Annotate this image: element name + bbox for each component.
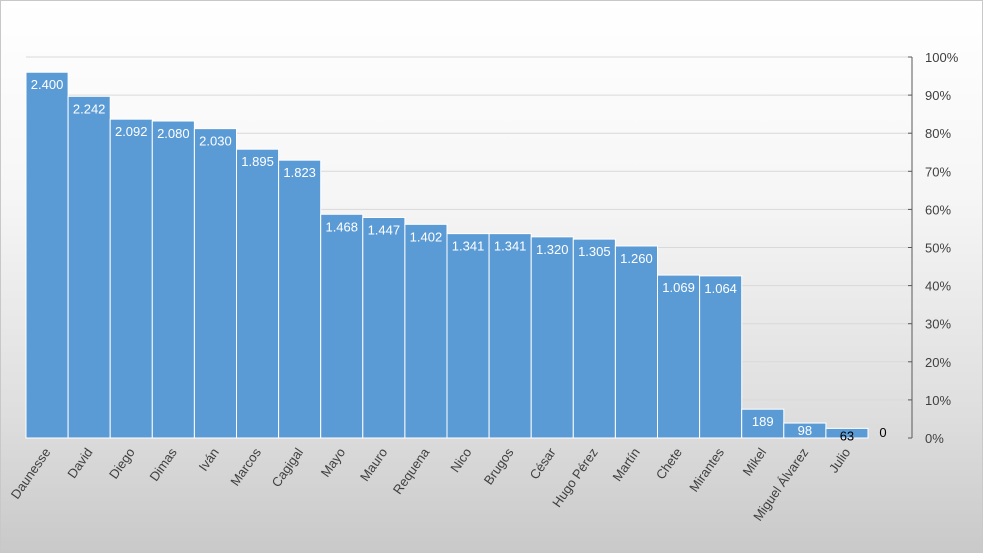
category-label: César (527, 445, 560, 483)
category-label: Mikel (740, 445, 770, 479)
category-label: Iván (196, 445, 222, 474)
data-label: 1.260 (620, 251, 653, 266)
bar (109, 118, 153, 439)
bar (404, 223, 448, 439)
category-label: Martín (609, 445, 642, 484)
y-tick-label: 80% (925, 126, 951, 141)
data-label: 1.069 (662, 280, 695, 295)
data-label: 1.320 (536, 242, 569, 257)
category-label: Cagigal (269, 445, 307, 490)
y-tick-label: 60% (925, 202, 951, 217)
category-label: David (64, 445, 95, 481)
data-label: 1.341 (452, 239, 485, 254)
y-tick-label: 40% (925, 279, 951, 294)
y-tick-label: 100% (925, 50, 959, 65)
category-label: Brugos (481, 445, 517, 488)
y-tick-label: 10% (925, 393, 951, 408)
bar (741, 408, 785, 439)
bar (825, 427, 869, 439)
data-label: 1.064 (704, 281, 737, 296)
category-label: Daunesse (8, 445, 54, 502)
data-label: 1.341 (494, 239, 527, 254)
category-label: Dimas (146, 445, 180, 484)
category-label: Requena (390, 444, 433, 496)
bar (530, 236, 574, 439)
data-label: 0 (879, 425, 886, 440)
bar (446, 233, 490, 439)
bar (572, 238, 616, 439)
category-label: Nico (447, 445, 474, 475)
data-label: 2.400 (31, 77, 64, 92)
data-label: 1.402 (410, 229, 443, 244)
data-label: 1.468 (325, 219, 358, 234)
data-label: 2.080 (157, 126, 190, 141)
y-tick-label: 70% (925, 164, 951, 179)
bar (151, 120, 195, 439)
data-label: 1.447 (368, 222, 401, 237)
category-label: Mayo (318, 445, 349, 480)
y-tick-label: 20% (925, 355, 951, 370)
category-label: Diego (106, 445, 138, 481)
bar (193, 128, 237, 439)
bar (67, 95, 111, 439)
y-tick-label: 0% (925, 431, 944, 446)
bar (699, 275, 743, 439)
bar (320, 213, 364, 439)
category-label: Marcos (227, 445, 264, 489)
bar (614, 245, 659, 439)
bar (657, 274, 701, 439)
bar (488, 233, 532, 439)
y-tick-label: 30% (925, 317, 951, 332)
bar (362, 216, 406, 439)
data-label: 2.242 (73, 101, 106, 116)
category-label: Mirantes (686, 445, 727, 495)
bar (278, 159, 322, 439)
y-tick-label: 90% (925, 88, 951, 103)
data-label: 63 (840, 428, 854, 443)
data-label: 1.305 (578, 244, 611, 259)
category-label: Mauro (357, 445, 390, 484)
data-label: 1.823 (283, 165, 316, 180)
data-label: 2.030 (199, 134, 232, 149)
y-tick-label: 50% (925, 241, 951, 256)
bar (25, 71, 69, 439)
data-label: 98 (798, 423, 812, 438)
data-label: 189 (752, 414, 774, 429)
data-label: 1.895 (241, 154, 274, 169)
category-label: Julio (826, 445, 854, 476)
category-label: Chete (653, 445, 685, 482)
data-label: 2.092 (115, 124, 148, 139)
bar (236, 148, 280, 439)
